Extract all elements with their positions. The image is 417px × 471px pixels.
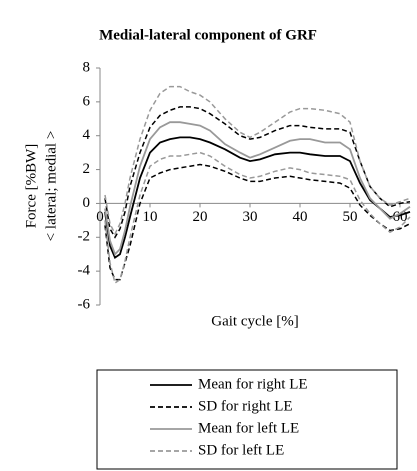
x-tick-label: 60 [393,209,408,225]
y-tick-label: 8 [83,59,91,75]
legend-label: Mean for left LE [198,420,299,436]
x-tick-label: 40 [293,209,308,225]
chart-title: Medial-lateral component of GRF [99,27,317,43]
y-tick-label: -2 [78,229,91,245]
y-tick-label: 6 [83,93,91,109]
x-axis-label: Gait cycle [%] [211,313,298,329]
x-tick-label: 20 [193,209,208,225]
x-tick-label: 30 [243,209,258,225]
y-axis-label: < lateral; medial > [43,131,59,242]
x-tick-label: 0 [96,209,104,225]
series-line [104,151,411,285]
series-line [104,163,411,281]
y-tick-label: 0 [83,195,91,211]
y-tick-label: 4 [83,127,91,143]
series-line [104,85,411,236]
legend-label: SD for right LE [198,398,293,414]
y-tick-label: -4 [78,263,91,279]
x-tick-label: 10 [143,209,158,225]
series-line [104,121,411,256]
legend-label: Mean for right LE [198,376,308,392]
y-tick-label: 2 [83,161,91,177]
x-tick-label: 50 [343,209,358,225]
y-axis-label: Force [%BW] [23,144,39,229]
series-line [104,136,411,259]
legend-box [96,369,398,470]
legend-label: SD for left LE [198,442,284,458]
y-tick-label: -6 [78,296,91,312]
